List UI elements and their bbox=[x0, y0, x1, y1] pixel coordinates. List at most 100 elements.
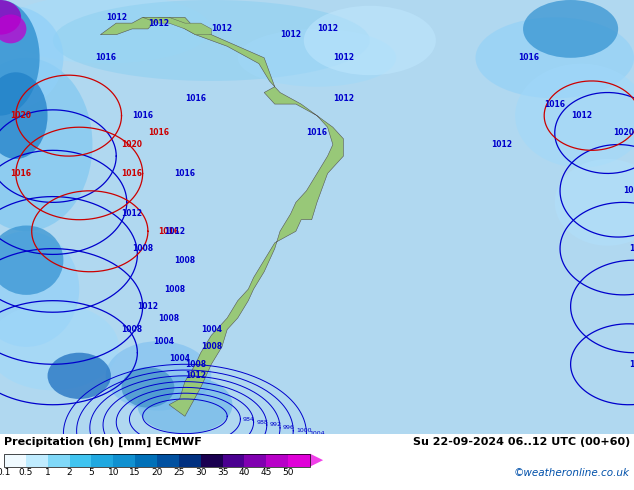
Text: 1008: 1008 bbox=[132, 244, 153, 253]
Ellipse shape bbox=[0, 303, 119, 390]
Text: Su 22-09-2024 06..12 UTC (00+60): Su 22-09-2024 06..12 UTC (00+60) bbox=[413, 437, 630, 447]
Bar bbox=[157, 454, 179, 466]
Ellipse shape bbox=[523, 0, 618, 58]
Text: 25: 25 bbox=[173, 468, 184, 477]
Ellipse shape bbox=[53, 0, 370, 81]
Text: 1012: 1012 bbox=[106, 13, 127, 22]
Text: 1008: 1008 bbox=[185, 360, 206, 369]
Ellipse shape bbox=[0, 0, 21, 35]
Text: 1008: 1008 bbox=[164, 285, 185, 294]
Ellipse shape bbox=[476, 17, 634, 98]
Text: 1012: 1012 bbox=[138, 302, 158, 311]
Bar bbox=[179, 454, 201, 466]
Text: 15: 15 bbox=[129, 468, 141, 477]
Ellipse shape bbox=[106, 341, 211, 411]
Text: 1012: 1012 bbox=[122, 209, 143, 219]
Text: 1016: 1016 bbox=[518, 53, 539, 62]
Text: 1008: 1008 bbox=[201, 343, 222, 351]
Bar bbox=[48, 454, 70, 466]
Bar bbox=[4, 454, 310, 466]
Polygon shape bbox=[310, 454, 323, 466]
Bar bbox=[26, 454, 48, 466]
Text: 1004: 1004 bbox=[309, 431, 325, 436]
Ellipse shape bbox=[122, 367, 174, 408]
Text: 20: 20 bbox=[152, 468, 163, 477]
Ellipse shape bbox=[0, 58, 93, 231]
Text: 50: 50 bbox=[282, 468, 294, 477]
Text: 1016: 1016 bbox=[306, 128, 328, 138]
Text: 1008: 1008 bbox=[174, 256, 195, 265]
Bar bbox=[113, 454, 135, 466]
Text: 1016: 1016 bbox=[132, 111, 153, 120]
Bar bbox=[288, 454, 310, 466]
Bar bbox=[91, 454, 113, 466]
Ellipse shape bbox=[0, 0, 211, 64]
Bar bbox=[201, 454, 223, 466]
Text: 1004: 1004 bbox=[153, 337, 174, 345]
Text: 1: 1 bbox=[45, 468, 51, 477]
Text: 1008: 1008 bbox=[158, 314, 179, 322]
Text: 1024: 1024 bbox=[623, 186, 634, 196]
Text: 35: 35 bbox=[217, 468, 228, 477]
Bar bbox=[266, 454, 288, 466]
Ellipse shape bbox=[0, 225, 63, 295]
Ellipse shape bbox=[515, 64, 634, 168]
Ellipse shape bbox=[0, 231, 79, 347]
Text: 5: 5 bbox=[89, 468, 94, 477]
Text: 0.5: 0.5 bbox=[18, 468, 33, 477]
Text: 40: 40 bbox=[239, 468, 250, 477]
Text: 1016: 1016 bbox=[544, 99, 566, 109]
Text: 1016: 1016 bbox=[148, 128, 169, 138]
Text: 1012: 1012 bbox=[571, 111, 592, 120]
Text: 1012: 1012 bbox=[148, 19, 169, 27]
Text: 1016: 1016 bbox=[174, 169, 195, 178]
Bar bbox=[70, 454, 91, 466]
Text: 988: 988 bbox=[256, 419, 268, 425]
Text: 10: 10 bbox=[108, 468, 119, 477]
Text: 992: 992 bbox=[269, 422, 281, 427]
Bar bbox=[135, 454, 157, 466]
Text: 1016: 1016 bbox=[185, 94, 206, 103]
Ellipse shape bbox=[0, 14, 27, 43]
Text: 1012: 1012 bbox=[185, 371, 206, 380]
Bar bbox=[4, 454, 26, 466]
Text: 1016: 1016 bbox=[122, 169, 143, 178]
Text: 1020: 1020 bbox=[122, 140, 143, 149]
Ellipse shape bbox=[238, 29, 396, 87]
Text: 1012: 1012 bbox=[317, 24, 338, 33]
Text: 1012: 1012 bbox=[491, 140, 512, 149]
Ellipse shape bbox=[138, 376, 233, 434]
Bar bbox=[223, 454, 245, 466]
Bar bbox=[245, 454, 266, 466]
Text: 984: 984 bbox=[243, 416, 255, 422]
Text: 1028: 1028 bbox=[629, 244, 634, 253]
Ellipse shape bbox=[0, 72, 48, 159]
Text: 1004: 1004 bbox=[169, 354, 190, 363]
Polygon shape bbox=[143, 17, 211, 35]
Ellipse shape bbox=[555, 159, 634, 245]
Text: 1008: 1008 bbox=[122, 325, 143, 334]
Text: 1016: 1016 bbox=[158, 227, 179, 236]
Text: 1012: 1012 bbox=[211, 24, 233, 33]
Text: ©weatheronline.co.uk: ©weatheronline.co.uk bbox=[514, 467, 630, 478]
Ellipse shape bbox=[0, 0, 39, 116]
Text: 1004: 1004 bbox=[201, 325, 222, 334]
Polygon shape bbox=[100, 17, 344, 416]
Text: 1032: 1032 bbox=[629, 360, 634, 369]
Ellipse shape bbox=[48, 353, 111, 399]
Text: 1012: 1012 bbox=[333, 94, 354, 103]
Text: 1016: 1016 bbox=[95, 53, 116, 62]
Ellipse shape bbox=[304, 6, 436, 75]
Text: 1020: 1020 bbox=[613, 128, 634, 138]
Text: 1020: 1020 bbox=[11, 111, 32, 120]
Text: 1012: 1012 bbox=[280, 30, 301, 39]
Ellipse shape bbox=[0, 6, 63, 110]
Text: 996: 996 bbox=[283, 425, 295, 430]
Text: 1000: 1000 bbox=[296, 428, 311, 433]
Text: 45: 45 bbox=[261, 468, 272, 477]
Text: 30: 30 bbox=[195, 468, 207, 477]
Text: 0.1: 0.1 bbox=[0, 468, 11, 477]
Text: 1012: 1012 bbox=[333, 53, 354, 62]
Text: 1016: 1016 bbox=[11, 169, 32, 178]
Text: Precipitation (6h) [mm] ECMWF: Precipitation (6h) [mm] ECMWF bbox=[4, 437, 202, 447]
